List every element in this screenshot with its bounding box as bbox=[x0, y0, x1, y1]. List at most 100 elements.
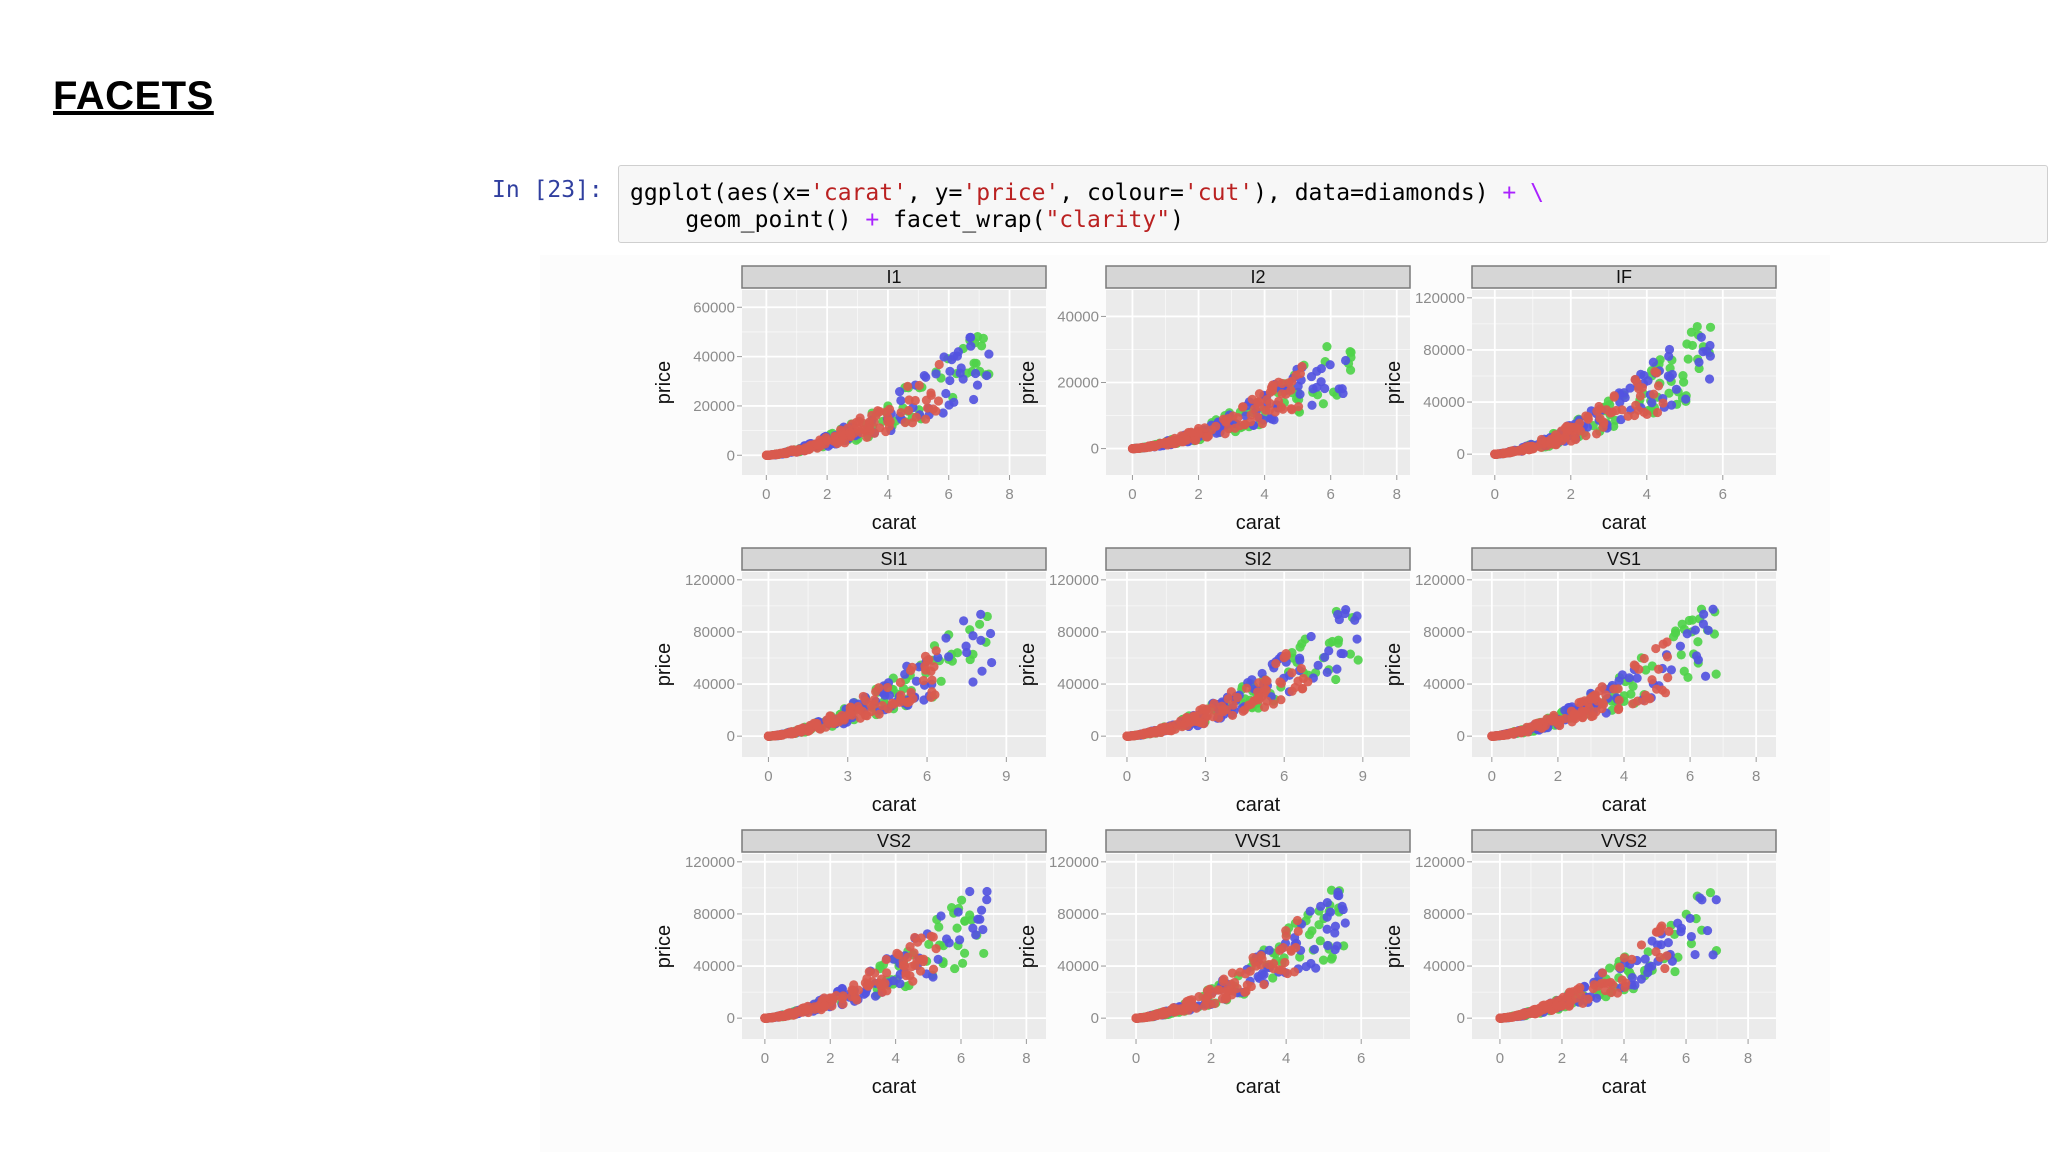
x-tick-label: 4 bbox=[1260, 486, 1268, 503]
data-point bbox=[977, 666, 987, 676]
data-point bbox=[975, 619, 985, 629]
x-tick-label: 2 bbox=[823, 486, 831, 503]
data-point bbox=[801, 1004, 811, 1015]
data-point bbox=[928, 972, 938, 982]
data-point bbox=[1703, 625, 1713, 635]
x-tick-label: 4 bbox=[891, 1050, 899, 1067]
data-point bbox=[1340, 918, 1350, 928]
data-point bbox=[804, 445, 814, 455]
data-point bbox=[1510, 727, 1520, 737]
data-point bbox=[1217, 701, 1227, 711]
data-point bbox=[976, 341, 987, 351]
data-point bbox=[1262, 696, 1272, 706]
code-token: "clarity" bbox=[1045, 207, 1171, 233]
data-point bbox=[916, 954, 926, 964]
data-point bbox=[1704, 374, 1715, 384]
x-tick-label: 8 bbox=[1393, 486, 1401, 503]
data-point bbox=[1262, 676, 1272, 686]
panel-background bbox=[1106, 854, 1410, 1039]
data-point bbox=[1128, 443, 1138, 454]
data-point bbox=[1297, 361, 1307, 372]
data-point bbox=[1592, 429, 1602, 439]
y-tick-label: 40000 bbox=[1057, 308, 1099, 325]
y-tick-label: 40000 bbox=[1423, 958, 1465, 975]
data-point bbox=[1587, 692, 1597, 702]
data-point bbox=[1698, 619, 1709, 629]
data-point bbox=[1686, 931, 1696, 942]
data-point bbox=[1653, 381, 1664, 391]
data-point bbox=[1597, 968, 1608, 978]
data-point bbox=[1664, 344, 1675, 355]
data-point bbox=[1632, 673, 1642, 683]
data-point bbox=[1158, 1009, 1168, 1019]
data-point bbox=[1663, 673, 1673, 683]
data-point bbox=[1274, 965, 1285, 975]
data-point bbox=[1296, 663, 1306, 674]
data-point bbox=[1331, 674, 1341, 685]
slide-title: FACETS bbox=[53, 74, 214, 118]
data-point bbox=[1220, 429, 1230, 439]
data-point bbox=[1524, 441, 1534, 451]
data-point bbox=[1289, 967, 1300, 977]
facet-strip-label: VVS2 bbox=[1601, 831, 1647, 851]
data-point bbox=[1493, 731, 1503, 741]
y-tick-label: 120000 bbox=[685, 854, 735, 871]
data-point bbox=[1581, 431, 1591, 441]
data-point bbox=[1662, 652, 1673, 662]
data-point bbox=[845, 709, 855, 719]
facet-strip bbox=[1105, 265, 1411, 289]
data-point bbox=[1592, 993, 1602, 1003]
data-point bbox=[911, 676, 922, 686]
data-point bbox=[965, 910, 975, 920]
data-point bbox=[869, 428, 879, 438]
y-tick-label: 0 bbox=[1457, 446, 1465, 463]
data-point bbox=[931, 646, 941, 656]
data-point bbox=[1588, 984, 1598, 994]
data-point bbox=[931, 944, 941, 954]
y-tick-label: 40000 bbox=[1423, 394, 1465, 411]
data-point bbox=[884, 690, 895, 700]
data-point bbox=[1690, 625, 1700, 635]
data-point bbox=[908, 976, 918, 986]
data-point bbox=[987, 657, 997, 668]
data-point bbox=[1177, 722, 1187, 732]
data-point bbox=[910, 960, 920, 970]
code-input[interactable]: ggplot(aes(x='carat', y='price', colour=… bbox=[618, 165, 2048, 243]
data-point bbox=[1694, 357, 1704, 367]
data-point bbox=[969, 358, 979, 368]
data-point bbox=[1647, 961, 1657, 971]
data-point bbox=[1598, 422, 1608, 432]
data-point bbox=[1583, 413, 1593, 423]
facet-strip-label: VVS1 bbox=[1235, 831, 1281, 851]
data-point bbox=[1337, 901, 1347, 911]
x-tick-label: 6 bbox=[1327, 486, 1335, 503]
facet-strip bbox=[741, 547, 1047, 571]
data-point bbox=[976, 905, 987, 915]
code-token: 'carat' bbox=[810, 180, 907, 206]
data-point bbox=[1696, 332, 1706, 342]
data-point bbox=[1268, 973, 1278, 983]
data-point bbox=[903, 381, 913, 391]
data-point bbox=[1242, 980, 1252, 990]
data-point bbox=[955, 935, 965, 945]
data-point bbox=[1600, 985, 1611, 996]
data-point bbox=[1666, 665, 1676, 675]
data-point bbox=[822, 436, 832, 446]
data-point bbox=[1693, 655, 1703, 665]
data-point bbox=[1248, 953, 1258, 963]
data-point bbox=[1685, 913, 1695, 924]
data-point bbox=[903, 697, 913, 708]
facet-strip-label: SI1 bbox=[880, 549, 907, 569]
x-axis-title: carat bbox=[872, 512, 917, 534]
code-token: , colour= bbox=[1059, 180, 1184, 206]
data-point bbox=[1636, 940, 1647, 950]
data-point bbox=[1555, 1001, 1566, 1011]
data-point bbox=[941, 934, 952, 944]
data-point bbox=[941, 633, 951, 643]
data-point bbox=[972, 380, 983, 390]
data-point bbox=[911, 412, 921, 422]
data-point bbox=[1160, 437, 1170, 447]
data-point bbox=[1322, 924, 1332, 934]
data-point bbox=[1502, 1012, 1512, 1023]
data-point bbox=[976, 609, 986, 619]
